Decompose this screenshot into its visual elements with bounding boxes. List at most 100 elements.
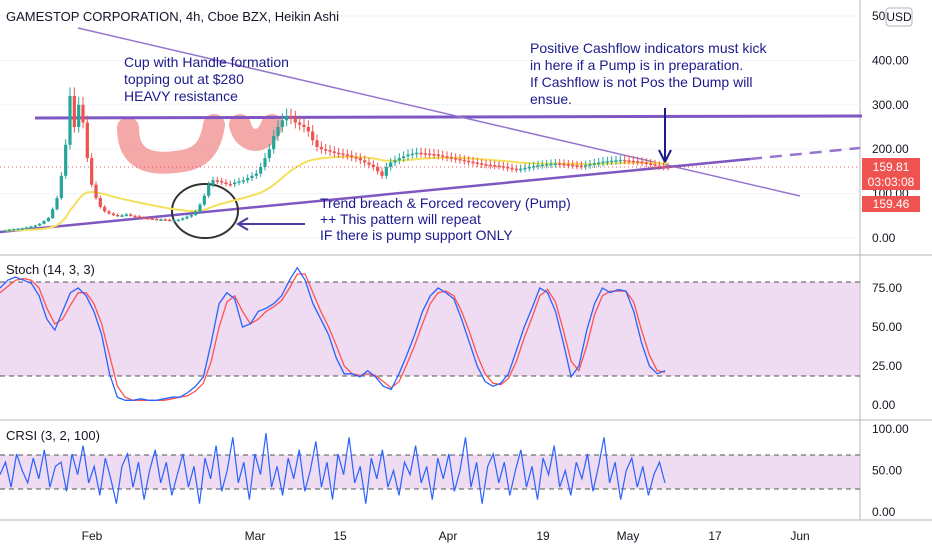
candle-body [592,163,596,165]
candle-body [406,154,410,157]
cashflow-annotation[interactable]: Positive Cashflow indicators must kick i… [530,40,768,107]
candle-body [662,166,666,169]
candle-body [133,215,137,218]
candle-body [415,152,419,155]
candle-body [315,140,319,147]
candle-body [215,180,219,182]
candle-body [397,158,401,161]
candle-body [38,223,42,226]
ascending-trendline[interactable] [0,157,751,234]
candle-body [488,164,492,167]
candle-body [306,127,310,132]
cup-annotation[interactable]: Cup with Handle formation topping out at… [124,54,289,104]
stoch-y-tick: 50.00 [872,320,902,334]
stoch-k-line [0,266,666,401]
candle-body [263,158,267,167]
price-grid [0,15,860,239]
time-axis-tick: 15 [333,529,347,543]
candle-body [471,161,475,164]
candle-body [319,146,323,150]
candle-body [59,175,63,199]
candle-body [350,155,354,158]
candle-body [666,166,670,169]
candle-body [237,181,241,183]
stoch-title: Stoch (14, 3, 3) [6,262,95,277]
candle-body [458,158,462,161]
candle-body [155,218,159,221]
candle-body [246,178,250,181]
candle-body [610,160,614,163]
candle-body [371,164,375,167]
candle-body [81,104,85,123]
candle-body [224,182,228,184]
candle-body [475,162,479,165]
candle-body [363,160,367,163]
descending-trendline[interactable] [77,27,801,197]
candle-body [562,163,566,166]
candle-body [380,171,384,176]
candle-body [85,122,89,159]
cashflow-annotation-line-4: ensue. [530,91,572,107]
candle-body [159,219,163,221]
cashflow-annotation-line-2: in here if a Pump is in preparation. [530,57,743,73]
candle-body [432,154,436,156]
candle-body [181,218,185,220]
candle-body [480,163,484,165]
candle-body [584,165,588,167]
candle-body [553,163,557,165]
time-axis-tick: Feb [82,529,103,543]
candle-body [527,166,531,169]
candle-body [558,163,562,165]
trend-annotation[interactable]: Trend breach & Forced recovery (Pump) ++… [320,195,571,243]
candle-body [233,182,237,185]
candle-body [16,228,20,231]
candle-body [449,157,453,159]
crsi-y-tick: 100.00 [872,422,909,436]
candle-body [285,115,289,121]
secondary-price-value: 159.46 [873,197,910,211]
candle-body [254,173,258,176]
candle-body [228,183,232,186]
price-y-tick: 400.00 [872,53,909,67]
candle-body [94,184,98,199]
candle-body [324,149,328,151]
candle-body [311,131,315,141]
resistance-line[interactable] [34,114,863,120]
currency-badge[interactable] [885,7,913,27]
candle-body [540,164,544,167]
last-price-tag [862,158,920,190]
candle-body [462,159,466,162]
candle-body [428,153,432,156]
candle-body [98,198,102,207]
stoch-y-axis: 0.00 25.00 50.00 75.00 [872,281,902,412]
moving-average-line [4,155,669,232]
candle-body [497,165,501,168]
candle-body [640,161,644,164]
candle-body [241,180,245,182]
candle-body [367,162,371,165]
candle-body [220,181,224,183]
candle-body [68,95,72,145]
candle-body [259,166,263,174]
candle-body [3,230,7,232]
stoch-y-tick: 0.00 [872,398,896,412]
candle-body [129,214,133,216]
cup-highlight-marker [117,114,283,174]
time-axis-tick: Jun [790,529,809,543]
candle-body [168,219,172,222]
crsi-y-axis: 0.00 50.00 100.00 [872,422,909,519]
candle-body [618,159,622,162]
candle-body [389,162,393,167]
price-y-tick: 300.00 [872,98,909,112]
candle-body [150,218,154,220]
candle-body [376,166,380,172]
candle-body [328,150,332,152]
bar-countdown: 03:03:08 [868,175,915,189]
candle-body [345,154,349,157]
candle-body [601,161,605,164]
trend-annotation-line-2: ++ This pattern will repeat [320,211,481,227]
crsi-title: CRSI (3, 2, 100) [6,428,100,443]
candle-body [579,165,583,168]
dip-circle [171,183,239,239]
